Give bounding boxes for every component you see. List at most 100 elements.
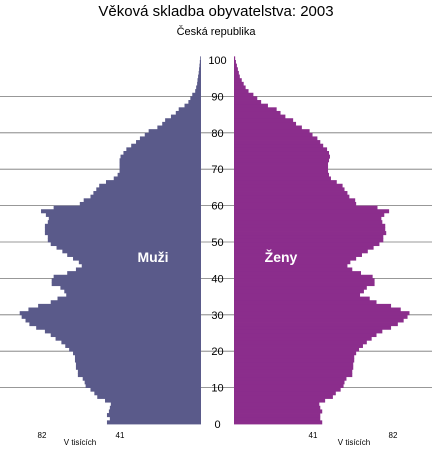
male-bar-age-37 — [60, 285, 201, 290]
male-bar-age-99 — [199, 60, 201, 65]
x-tick-female-41: 41 — [309, 431, 318, 440]
male-bar-age-47 — [62, 249, 201, 254]
male-bar-age-18 — [74, 354, 201, 359]
male-bar-age-81 — [157, 125, 201, 130]
female-bar-age-77 — [234, 140, 321, 145]
female-bar-age-31 — [234, 307, 401, 312]
female-bar-age-23 — [234, 336, 372, 341]
male-bar-age-21 — [65, 343, 201, 348]
y-tick-40: 40 — [211, 273, 223, 285]
female-bar-age-14 — [234, 369, 353, 374]
male-label: Muži — [137, 249, 168, 265]
male-bar-age-97 — [199, 67, 201, 72]
male-bar-age-27 — [29, 322, 201, 327]
male-bar-age-100 — [200, 56, 201, 61]
female-bar-age-29 — [234, 314, 408, 319]
female-bar-age-33 — [234, 300, 377, 305]
female-bar-age-91 — [234, 89, 249, 94]
female-bar-age-8 — [234, 391, 336, 396]
male-bar-age-0 — [106, 420, 201, 425]
female-bar-age-38 — [234, 282, 375, 287]
y-tick-50: 50 — [211, 237, 223, 249]
male-bar-age-44 — [78, 260, 201, 265]
female-bar-age-68 — [234, 172, 330, 177]
female-bar-age-75 — [234, 147, 328, 152]
female-bar-age-51 — [234, 234, 384, 239]
female-bar-age-15 — [234, 365, 354, 370]
female-bar-age-71 — [234, 161, 329, 166]
female-bar-age-2 — [234, 413, 321, 418]
female-bar-age-82 — [234, 121, 297, 126]
female-bar-age-24 — [234, 333, 377, 338]
male-bar-age-49 — [50, 242, 201, 247]
female-bar-age-47 — [234, 249, 368, 254]
male-bar-age-5 — [110, 402, 201, 407]
male-bar-age-2 — [106, 413, 201, 418]
male-bar-age-69 — [119, 169, 201, 174]
y-tick-70: 70 — [211, 164, 223, 176]
male-bar-age-68 — [117, 172, 201, 177]
female-bar-age-98 — [234, 63, 237, 68]
female-bar-age-69 — [234, 169, 329, 174]
male-bar-age-35 — [66, 292, 201, 297]
male-bar-age-58 — [41, 209, 201, 214]
female-bar-age-13 — [234, 373, 353, 378]
female-bar-age-21 — [234, 343, 363, 348]
male-bar-age-48 — [56, 245, 202, 250]
male-bar-age-24 — [50, 333, 201, 338]
male-bar-age-23 — [55, 336, 202, 341]
female-bar-age-65 — [234, 183, 343, 188]
x-unit-label-male: V tisících — [64, 438, 96, 447]
male-bar-age-43 — [81, 263, 201, 268]
female-bar-age-22 — [234, 340, 367, 345]
male-bar-age-66 — [105, 180, 201, 185]
male-bar-age-3 — [108, 409, 201, 414]
female-bar-age-60 — [234, 201, 357, 206]
female-bar-age-79 — [234, 132, 313, 137]
male-bar-age-91 — [195, 89, 201, 94]
male-bar-age-82 — [162, 121, 201, 126]
y-axis-ticks: 0 10 20 30 40 50 60 70 80 90 100 — [208, 55, 226, 431]
female-bar-age-67 — [234, 176, 331, 181]
y-tick-80: 80 — [211, 128, 223, 140]
male-bar-age-57 — [45, 212, 201, 217]
male-bar-age-16 — [75, 362, 201, 367]
female-bar-age-39 — [234, 278, 375, 283]
male-bar-age-53 — [44, 227, 201, 232]
male-bar-age-55 — [47, 220, 201, 225]
y-tick-60: 60 — [211, 201, 223, 213]
male-bar-age-54 — [44, 223, 201, 228]
female-bar-age-49 — [234, 242, 380, 247]
male-bar-age-95 — [198, 74, 201, 79]
male-bar-age-34 — [57, 296, 202, 301]
female-bar-age-87 — [234, 103, 268, 108]
female-bar-age-45 — [234, 256, 357, 261]
female-bar-age-54 — [234, 223, 386, 228]
male-bars — [19, 56, 202, 425]
female-bar-age-99 — [234, 60, 236, 65]
female-bar-age-9 — [234, 387, 341, 392]
male-bar-age-30 — [19, 311, 202, 316]
female-bar-age-62 — [234, 194, 350, 199]
female-bar-age-66 — [234, 180, 337, 185]
female-bar-age-55 — [234, 220, 383, 225]
male-bar-age-61 — [83, 198, 201, 203]
female-bar-age-30 — [234, 311, 410, 316]
male-bar-age-88 — [188, 100, 201, 105]
female-bar-age-37 — [234, 285, 367, 290]
female-bar-age-74 — [234, 151, 330, 156]
female-bar-age-48 — [234, 245, 374, 250]
female-bar-age-25 — [234, 329, 383, 334]
female-bar-age-1 — [234, 416, 321, 421]
male-bar-age-15 — [75, 365, 201, 370]
female-bar-age-6 — [234, 398, 326, 403]
male-bar-age-67 — [113, 176, 201, 181]
male-bar-age-84 — [170, 114, 201, 119]
male-bar-age-90 — [192, 92, 201, 97]
female-bar-age-16 — [234, 362, 354, 367]
male-bar-age-9 — [90, 387, 201, 392]
female-bar-age-59 — [234, 205, 378, 210]
male-bar-age-60 — [79, 201, 201, 206]
male-bar-age-89 — [190, 96, 201, 101]
male-bar-age-11 — [84, 380, 201, 385]
